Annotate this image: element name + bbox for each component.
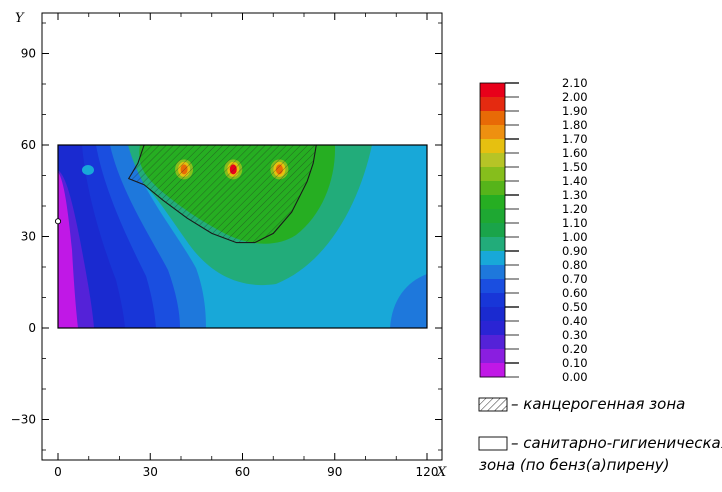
- colorbar-swatch-0: [480, 83, 505, 98]
- colorbar-swatch-3: [480, 125, 505, 140]
- x-tick-label-4: 120: [416, 465, 439, 479]
- colorbar-label-13: 0.80: [562, 258, 588, 272]
- y-tick-label-4: 90: [21, 47, 36, 61]
- colorbar-swatch-14: [480, 279, 505, 294]
- colorbar-label-10: 1.10: [562, 216, 588, 230]
- colorbar-swatch-18: [480, 335, 505, 350]
- colorbar-swatch-19: [480, 349, 505, 364]
- colorbar-swatch-10: [480, 223, 505, 238]
- legend-sanitary-label-1: – санитарно-гигиеническая: [511, 434, 722, 452]
- colorbar-label-4: 1.70: [562, 132, 588, 146]
- x-axis-label: X: [436, 465, 447, 480]
- colorbar-swatch-7: [480, 181, 505, 196]
- colorbar-label-8: 1.30: [562, 188, 588, 202]
- x-tick-label-3: 90: [327, 465, 342, 479]
- plot-border: [57, 144, 428, 329]
- colorbar-swatch-13: [480, 265, 505, 280]
- colorbar-label-3: 1.80: [562, 118, 588, 132]
- colorbar-swatch-2: [480, 111, 505, 126]
- x-axis-ticks: 0 30 60 90 120: [54, 13, 438, 479]
- band-010: [58, 172, 78, 328]
- colorbar-label-14: 0.70: [562, 272, 588, 286]
- colorbar-label-15: 0.60: [562, 286, 588, 300]
- legend-sanitary-swatch: [478, 436, 508, 451]
- patch-lower-right: [390, 274, 427, 328]
- colorbar-label-7: 1.40: [562, 174, 588, 188]
- colorbar-frame: [479, 82, 506, 378]
- colorbar: 2.102.001.901.801.701.601.501.401.301.20…: [479, 76, 588, 384]
- colorbar-label-9: 1.20: [562, 202, 588, 216]
- legend-carcinogenic-label: – канцерогенная зона: [511, 395, 685, 413]
- legend-sanitary-label-2: зона (по бенз(а)пирену): [479, 456, 670, 474]
- marker-point: [54, 218, 62, 225]
- colorbar-swatch-6: [480, 167, 505, 182]
- colorbar-label-1: 2.00: [562, 90, 588, 104]
- colorbar-swatch-4: [480, 139, 505, 154]
- colorbar-label-20: 0.10: [562, 356, 588, 370]
- colorbar-label-2: 1.90: [562, 104, 588, 118]
- colorbar-swatch-20: [480, 363, 505, 378]
- colorbar-label-0: 2.10: [562, 76, 588, 90]
- colorbar-swatch-16: [480, 307, 505, 322]
- colorbar-label-21: 0.00: [562, 370, 588, 384]
- y-axis-ticks: −30 0 30 60 90: [11, 47, 442, 427]
- y-axis-label: Y: [15, 11, 25, 26]
- colorbar-label-19: 0.20: [562, 342, 588, 356]
- colorbar-label-16: 0.50: [562, 300, 588, 314]
- colorbar-label-12: 0.90: [562, 244, 588, 258]
- y-tick-label-2: 30: [21, 230, 36, 244]
- colorbar-label-18: 0.30: [562, 328, 588, 342]
- legend-carcinogenic-swatch: [478, 397, 508, 412]
- colorbar-swatch-5: [480, 153, 505, 168]
- colorbar-swatch-1: [480, 97, 505, 112]
- y-tick-label-3: 60: [21, 138, 36, 152]
- carcinogenic-zone-hatch: [128, 145, 317, 243]
- y-tick-label-0: −30: [11, 413, 36, 427]
- colorbar-label-5: 1.60: [562, 146, 588, 160]
- colorbar-swatch-8: [480, 195, 505, 210]
- spot-left: [82, 165, 94, 175]
- x-tick-label-1: 30: [143, 465, 158, 479]
- colorbar-swatch-17: [480, 321, 505, 336]
- x-tick-label-2: 60: [235, 465, 250, 479]
- colorbar-label-17: 0.40: [562, 314, 588, 328]
- colorbar-label-11: 1.00: [562, 230, 588, 244]
- colorbar-swatch-12: [480, 251, 505, 266]
- colorbar-swatch-11: [480, 237, 505, 252]
- colorbar-swatch-9: [480, 209, 505, 224]
- colorbar-label-6: 1.50: [562, 160, 588, 174]
- y-tick-label-1: 0: [28, 321, 36, 335]
- colorbar-swatch-15: [480, 293, 505, 308]
- carcinogenic-zone-boundary: [127, 144, 317, 244]
- minor-ticks: [42, 13, 442, 460]
- x-tick-label-0: 0: [54, 465, 62, 479]
